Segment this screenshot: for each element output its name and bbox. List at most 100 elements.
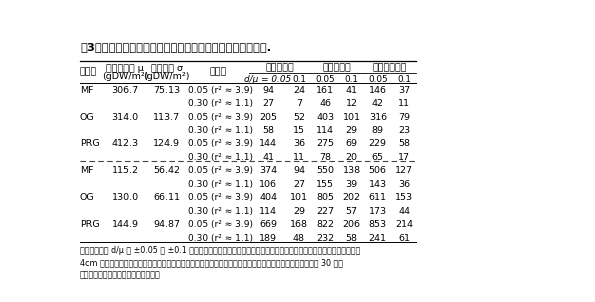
Text: 229: 229 <box>369 140 387 149</box>
Text: 41: 41 <box>262 153 274 162</box>
Text: 11: 11 <box>293 153 305 162</box>
Text: 58: 58 <box>346 234 358 243</box>
Text: 37: 37 <box>398 85 410 95</box>
Text: 61: 61 <box>398 234 410 243</box>
Text: 7: 7 <box>296 99 302 108</box>
Text: 550: 550 <box>316 166 334 175</box>
Text: PRG: PRG <box>80 220 99 230</box>
Text: 42: 42 <box>372 99 384 108</box>
Text: 94.87: 94.87 <box>153 220 180 230</box>
Text: 刈取り調査をおこなった結果である．: 刈取り調査をおこなった結果である． <box>80 271 161 280</box>
Text: 反発力の点数: 反発力の点数 <box>372 63 407 72</box>
Text: 58: 58 <box>398 140 410 149</box>
Text: 805: 805 <box>316 194 334 202</box>
Text: 24: 24 <box>293 85 305 95</box>
Text: 46: 46 <box>320 99 331 108</box>
Text: 0.30 (r² ≈ 1.1): 0.30 (r² ≈ 1.1) <box>188 180 253 189</box>
Text: 0.05: 0.05 <box>315 75 335 84</box>
Text: 11: 11 <box>398 99 410 108</box>
Text: 144: 144 <box>259 140 277 149</box>
Text: OG: OG <box>80 113 95 121</box>
Text: 275: 275 <box>316 140 334 149</box>
Text: 0.30 (r² ≈ 1.1): 0.30 (r² ≈ 1.1) <box>188 207 253 216</box>
Text: 124.9: 124.9 <box>153 140 180 149</box>
Text: MF: MF <box>80 166 93 175</box>
Text: 189: 189 <box>259 234 277 243</box>
Text: 20: 20 <box>346 153 358 162</box>
Text: 刈取り点数: 刈取り点数 <box>265 63 295 72</box>
Text: 130.0: 130.0 <box>111 194 139 202</box>
Text: 36: 36 <box>293 140 305 149</box>
Text: 標準偏差 σ: 標準偏差 σ <box>151 64 183 73</box>
Text: 23: 23 <box>398 126 410 135</box>
Text: 平均植物量 μ: 平均植物量 μ <box>107 64 144 73</box>
Text: 0.05: 0.05 <box>368 75 387 84</box>
Text: 優占種: 優占種 <box>80 67 97 76</box>
Text: 227: 227 <box>316 207 334 216</box>
Text: 27: 27 <box>293 180 305 189</box>
Text: 138: 138 <box>343 166 361 175</box>
Text: 822: 822 <box>316 220 334 230</box>
Text: 113.7: 113.7 <box>153 113 180 121</box>
Text: 相対許容誤差 d/μ が ±0.05 と ±0.1 の場合を示す．破線より上が地上部の植物量推定に必要な点数を，下が地表から: 相対許容誤差 d/μ が ±0.05 と ±0.1 の場合を示す．破線より上が地… <box>80 246 360 255</box>
Text: 0.30 (r² ≈ 1.1): 0.30 (r² ≈ 1.1) <box>188 234 253 243</box>
Text: 412.3: 412.3 <box>111 140 139 149</box>
Text: 4cm 以上の植物量推定に必要な点数を示す．平均植物量とその標準偏差を推定するために各放牧草地ごとに 30 点の: 4cm 以上の植物量推定に必要な点数を示す．平均植物量とその標準偏差を推定するた… <box>80 259 343 268</box>
Text: 0.05 (r² ≈ 3.9): 0.05 (r² ≈ 3.9) <box>188 85 253 95</box>
Text: 39: 39 <box>346 180 358 189</box>
Text: 0.05 (r² ≈ 3.9): 0.05 (r² ≈ 3.9) <box>188 194 253 202</box>
Text: PRG: PRG <box>80 140 99 149</box>
Text: 115.2: 115.2 <box>112 166 139 175</box>
Text: 0.1: 0.1 <box>292 75 306 84</box>
Text: 78: 78 <box>320 153 331 162</box>
Text: 155: 155 <box>316 180 334 189</box>
Text: 306.7: 306.7 <box>111 85 139 95</box>
Text: 114: 114 <box>316 126 334 135</box>
Text: 173: 173 <box>369 207 387 216</box>
Text: d/μ = 0.05: d/μ = 0.05 <box>245 75 292 84</box>
Text: 0.1: 0.1 <box>397 75 411 84</box>
Text: 12: 12 <box>346 99 358 108</box>
Text: 144.9: 144.9 <box>112 220 139 230</box>
Text: 57: 57 <box>346 207 358 216</box>
Text: 101: 101 <box>343 113 361 121</box>
Text: 143: 143 <box>369 180 387 189</box>
Text: 27: 27 <box>262 99 274 108</box>
Text: 202: 202 <box>343 194 361 202</box>
Text: 75.13: 75.13 <box>153 85 180 95</box>
Text: 153: 153 <box>395 194 413 202</box>
Text: 314.0: 314.0 <box>111 113 139 121</box>
Text: 611: 611 <box>369 194 387 202</box>
Text: 0.30 (r² ≈ 1.1): 0.30 (r² ≈ 1.1) <box>188 99 253 108</box>
Text: 79: 79 <box>398 113 410 121</box>
Text: 669: 669 <box>259 220 277 230</box>
Text: 0.30 (r² ≈ 1.1): 0.30 (r² ≈ 1.1) <box>188 153 253 162</box>
Text: 52: 52 <box>293 113 305 121</box>
Text: 65: 65 <box>372 153 384 162</box>
Text: 17: 17 <box>398 153 410 162</box>
Text: 106: 106 <box>259 180 277 189</box>
Text: 0.30 (r² ≈ 1.1): 0.30 (r² ≈ 1.1) <box>188 126 253 135</box>
Text: 危険率: 危険率 <box>209 67 227 76</box>
Text: 66.11: 66.11 <box>153 194 180 202</box>
Text: 表3：放牧草地において植物量推定のために必要な測定点数.: 表3：放牧草地において植物量推定のために必要な測定点数. <box>80 42 271 52</box>
Text: 316: 316 <box>369 113 387 121</box>
Text: 58: 58 <box>262 126 274 135</box>
Text: 69: 69 <box>346 140 358 149</box>
Text: 0.05 (r² ≈ 3.9): 0.05 (r² ≈ 3.9) <box>188 220 253 230</box>
Text: 506: 506 <box>369 166 387 175</box>
Text: 114: 114 <box>259 207 277 216</box>
Text: 403: 403 <box>316 113 334 121</box>
Text: 101: 101 <box>290 194 308 202</box>
Text: 36: 36 <box>398 180 410 189</box>
Text: MF: MF <box>80 85 93 95</box>
Text: 0.05 (r² ≈ 3.9): 0.05 (r² ≈ 3.9) <box>188 140 253 149</box>
Text: 214: 214 <box>395 220 413 230</box>
Text: 241: 241 <box>369 234 387 243</box>
Text: OG: OG <box>80 194 95 202</box>
Text: 29: 29 <box>346 126 358 135</box>
Text: 草丈の点数: 草丈の点数 <box>323 63 352 72</box>
Text: 0.05 (r² ≈ 3.9): 0.05 (r² ≈ 3.9) <box>188 166 253 175</box>
Text: 161: 161 <box>316 85 334 95</box>
Text: 94: 94 <box>262 85 274 95</box>
